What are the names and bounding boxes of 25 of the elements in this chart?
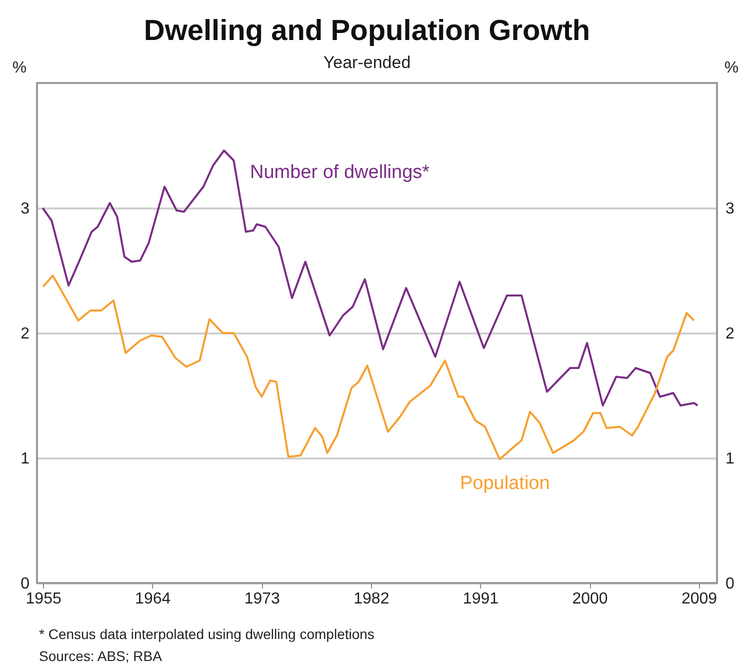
x-tick-label: 2000	[572, 590, 608, 608]
x-tick-label: 1964	[135, 590, 171, 608]
source-note: Sources: ABS; RBA	[39, 648, 163, 664]
series-label: Number of dwellings*	[250, 162, 430, 183]
y2-tick-label: 1	[726, 450, 734, 468]
series-label: Population	[460, 473, 550, 494]
y2-tick-label: 0	[726, 576, 734, 592]
x-tick-label: 2009	[681, 590, 718, 608]
y-tick-label: 2	[20, 326, 30, 342]
y2-tick-label: 3	[726, 200, 734, 218]
y-tick-label: 0	[20, 576, 30, 592]
y-axis-title: %	[12, 60, 27, 76]
y-tick-label: 3	[20, 200, 30, 218]
y2-axis-title: %	[724, 60, 739, 76]
line-series	[42, 274, 695, 460]
x-tick-label: 1955	[26, 590, 62, 608]
y-tick-label: 1	[20, 450, 30, 468]
line-series	[42, 150, 699, 406]
x-tick-label: 1982	[354, 590, 390, 608]
x-tick-label: 1991	[462, 590, 499, 608]
y2-tick-label: 2	[726, 326, 734, 342]
text: * Census data interpolated using dwelling completions	[39, 626, 374, 642]
chart-title: Dwelling and Population Growth	[144, 15, 590, 47]
chart-subtitle: Year-ended	[323, 53, 411, 72]
x-tick-label: 1973	[244, 590, 280, 608]
